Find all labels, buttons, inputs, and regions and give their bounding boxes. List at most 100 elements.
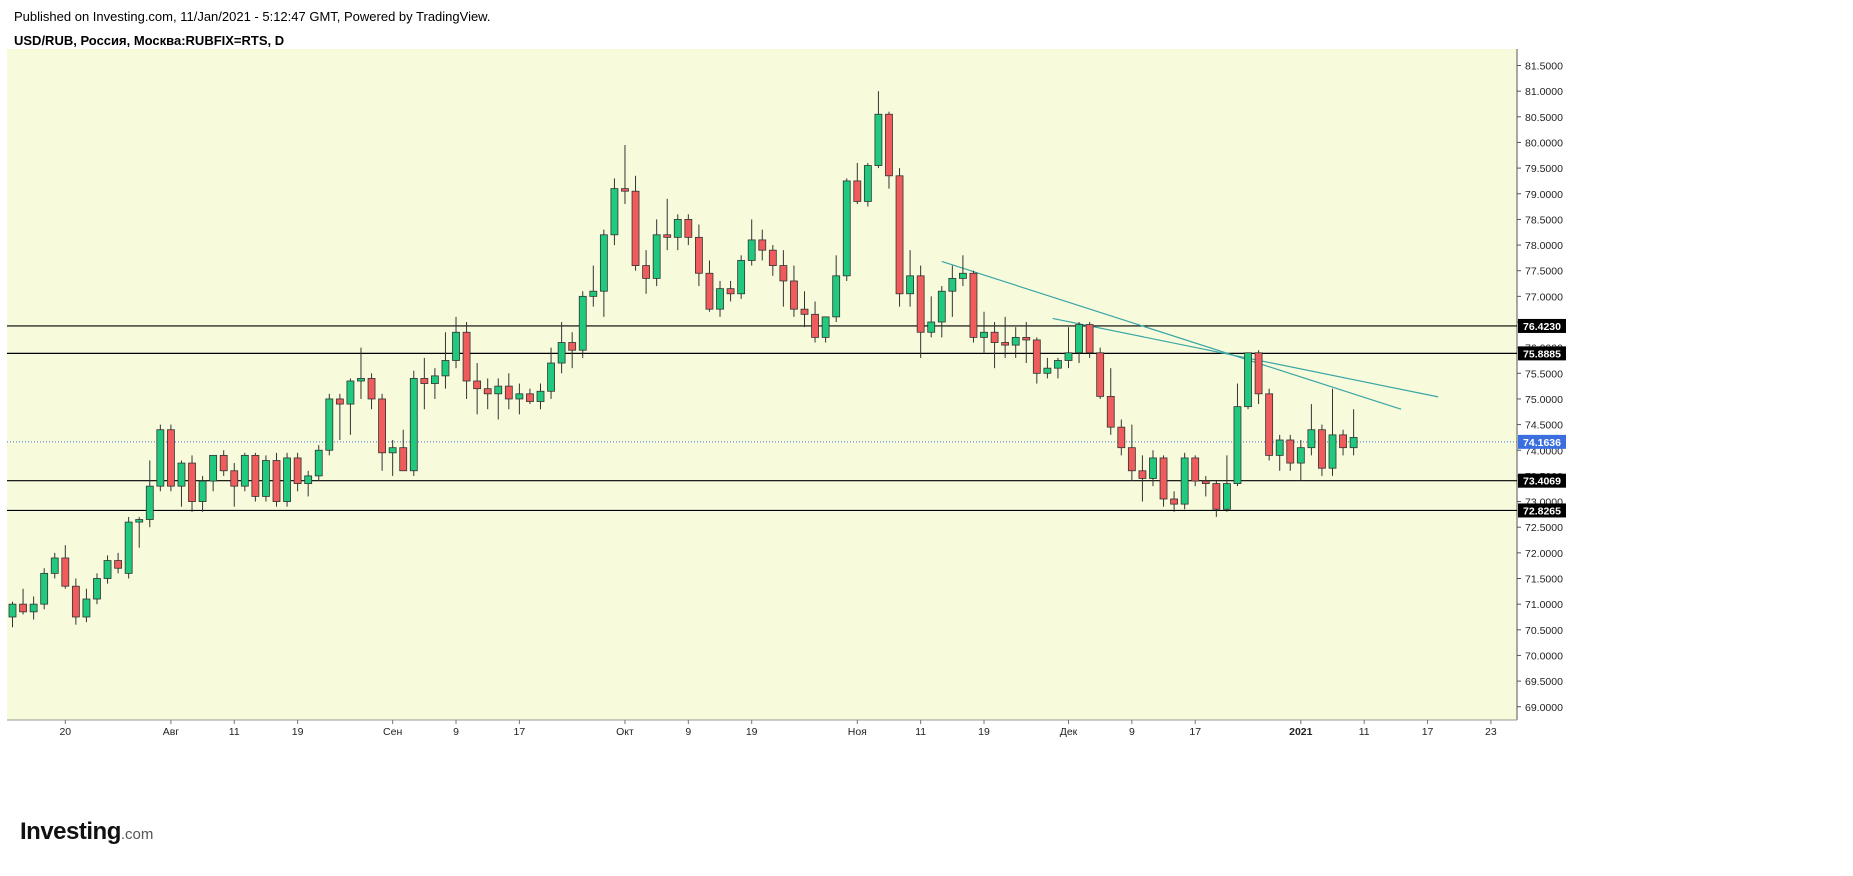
candle-down xyxy=(790,280,798,310)
candle-up xyxy=(1043,367,1052,374)
level-price-label-bg xyxy=(1518,503,1566,518)
candle-up xyxy=(1011,336,1020,346)
candle-up xyxy=(980,331,988,338)
candle-down xyxy=(695,236,703,274)
candle-down xyxy=(1318,429,1326,469)
candle-up xyxy=(441,360,450,377)
plot-area xyxy=(7,49,1517,720)
candle-up xyxy=(346,380,355,405)
x-tick-label: 11 xyxy=(915,726,926,738)
x-tick-label: 11 xyxy=(1359,726,1370,738)
candle-down xyxy=(71,585,80,618)
investing-logo: Investing.com xyxy=(20,818,153,846)
candle-down xyxy=(251,454,260,497)
x-tick-label: 11 xyxy=(229,726,240,738)
candle-down xyxy=(230,470,239,487)
candle-down xyxy=(621,188,629,192)
candle-up xyxy=(906,275,914,295)
candle-down xyxy=(800,308,809,315)
candle-up xyxy=(325,398,334,451)
y-tick-label: 69.0000 xyxy=(1525,702,1563,714)
candle-down xyxy=(61,557,70,587)
candle-down xyxy=(367,378,376,400)
candle-up xyxy=(177,462,186,487)
candle-down xyxy=(114,560,122,569)
candle-up xyxy=(927,321,936,333)
candle-down xyxy=(1001,342,1010,346)
y-tick-label: 75.0000 xyxy=(1525,394,1563,406)
candle-down xyxy=(1138,470,1147,479)
candle-up xyxy=(1233,406,1242,484)
candle-down xyxy=(462,331,471,382)
candle-up xyxy=(716,288,724,310)
candle-up xyxy=(409,378,418,472)
candle-down xyxy=(335,398,344,405)
candle-up xyxy=(1054,360,1062,369)
x-tick-label: 23 xyxy=(1485,726,1497,738)
candle-up xyxy=(314,449,323,477)
candle-down xyxy=(1022,336,1031,341)
candle-down xyxy=(1106,395,1115,428)
candle-down xyxy=(779,265,788,282)
y-tick-label: 78.5000 xyxy=(1525,214,1563,226)
level-price-label-bg xyxy=(1518,473,1566,488)
candle-up xyxy=(156,429,165,487)
candle-up xyxy=(262,460,270,497)
level-price-label: 72.8265 xyxy=(1523,505,1561,517)
candle-up xyxy=(357,378,365,382)
candle-up xyxy=(29,603,38,613)
candle-down xyxy=(1212,483,1221,510)
candle-down xyxy=(188,462,196,502)
candle-down xyxy=(1286,439,1295,464)
candle-up xyxy=(1349,437,1358,449)
candle-down xyxy=(166,429,175,487)
y-tick-label: 77.0000 xyxy=(1525,291,1563,303)
candle-down xyxy=(990,331,999,343)
y-tick-label: 70.0000 xyxy=(1525,650,1563,662)
candle-down xyxy=(399,447,408,472)
candle-down xyxy=(568,342,577,351)
y-tick-label: 72.0000 xyxy=(1525,548,1563,560)
candle-up xyxy=(1149,457,1157,479)
y-tick-label: 81.5000 xyxy=(1525,61,1563,73)
candle-up xyxy=(1223,483,1231,510)
candle-up xyxy=(82,598,91,618)
candle-up xyxy=(547,362,555,392)
candle-down xyxy=(663,234,672,238)
y-tick-label: 80.5000 xyxy=(1525,112,1563,124)
candle-up xyxy=(747,239,756,261)
logo-text: Investing xyxy=(20,818,121,845)
candle-down xyxy=(1096,352,1105,397)
x-tick-label: 19 xyxy=(978,726,990,738)
y-tick-label: 70.5000 xyxy=(1525,625,1563,637)
candle-up xyxy=(599,234,608,292)
candle-down xyxy=(811,313,819,338)
x-tick-label: Ноя xyxy=(848,726,867,738)
logo-suffix: .com xyxy=(120,826,154,843)
y-tick-label: 72.5000 xyxy=(1525,522,1563,534)
x-tick-label: 20 xyxy=(59,726,71,738)
candle-down xyxy=(1201,480,1210,484)
candle-down xyxy=(705,272,714,310)
candle-down xyxy=(378,398,387,454)
candle-up xyxy=(737,260,746,295)
candle-down xyxy=(885,113,893,177)
candle-up xyxy=(536,390,545,402)
candle-up xyxy=(452,331,460,361)
candle-up xyxy=(103,560,112,579)
candle-down xyxy=(642,265,650,279)
y-tick-label: 80.0000 xyxy=(1525,137,1563,149)
candle-up xyxy=(1180,457,1189,505)
y-tick-label: 71.0000 xyxy=(1525,599,1563,611)
candle-down xyxy=(526,393,534,402)
published-note: Published on Investing.com, 11/Jan/2021 … xyxy=(14,9,491,24)
candle-up xyxy=(8,603,17,618)
y-tick-label: 81.0000 xyxy=(1525,86,1563,98)
candle-up xyxy=(135,519,144,523)
candle-up xyxy=(93,578,101,600)
candle-down xyxy=(768,249,777,266)
y-tick-label: 78.0000 xyxy=(1525,240,1563,252)
candle-up xyxy=(40,572,49,605)
candle-up xyxy=(832,275,841,318)
